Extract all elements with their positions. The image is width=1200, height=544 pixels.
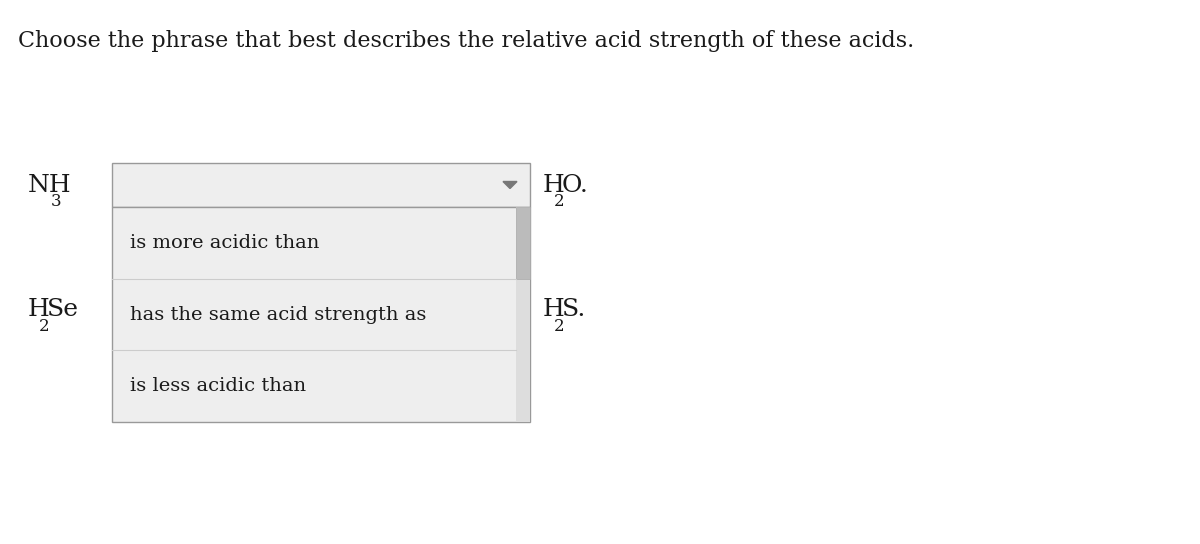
Polygon shape — [503, 182, 517, 189]
Bar — [516, 207, 530, 279]
Text: NH: NH — [28, 174, 72, 196]
Text: Se: Se — [47, 299, 79, 322]
Text: 2: 2 — [554, 318, 565, 335]
Text: H: H — [542, 299, 565, 322]
Bar — [112, 163, 530, 207]
Text: Choose the phrase that best describes the relative acid strength of these acids.: Choose the phrase that best describes th… — [18, 30, 914, 52]
Text: is less acidic than: is less acidic than — [130, 377, 306, 395]
Text: is more acidic than: is more acidic than — [130, 234, 319, 252]
Text: H: H — [542, 174, 565, 196]
Text: 3: 3 — [50, 193, 61, 210]
Text: H: H — [28, 299, 49, 322]
Text: S.: S. — [562, 299, 586, 322]
Bar — [112, 207, 530, 422]
Text: has the same acid strength as: has the same acid strength as — [130, 306, 426, 324]
Text: 2: 2 — [40, 318, 49, 335]
Bar — [516, 207, 530, 422]
Text: O.: O. — [562, 174, 588, 196]
Text: 2: 2 — [554, 193, 565, 210]
